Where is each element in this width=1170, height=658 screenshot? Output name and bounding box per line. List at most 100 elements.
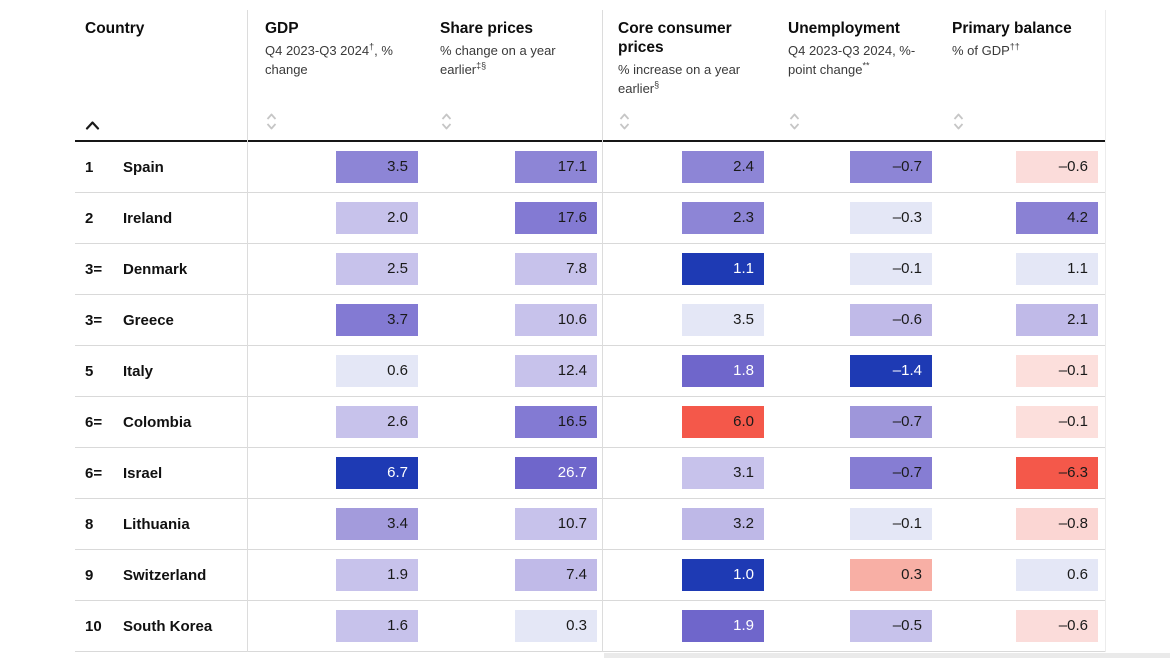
table-row: 8 Lithuania 3.4 10.7 3.2 –0.1 –0.8: [75, 499, 1105, 550]
rank-label: 8: [85, 515, 94, 533]
value-chip: 7.8: [515, 253, 597, 285]
table-row: 5 Italy 0.6 12.4 1.8 –1.4 –0.1: [75, 346, 1105, 397]
value-chip: –0.1: [1016, 355, 1098, 387]
cell-unemployment: –0.6: [780, 304, 946, 336]
sort-button-gdp[interactable]: [265, 112, 278, 134]
cell-gdp: 3.4: [247, 508, 430, 540]
value-chip: 0.3: [850, 559, 932, 591]
cell-core-consumer-prices: 2.4: [602, 151, 780, 183]
cell-country: 2 Ireland: [75, 210, 247, 227]
cell-share-prices: 12.4: [430, 355, 602, 387]
economy-rankings-table: Country GDP Q4 2023-Q3 2024†, % change S…: [75, 10, 1106, 652]
value-chip: 4.2: [1016, 202, 1098, 234]
value-chip: 1.1: [682, 253, 764, 285]
table-row: 3= Greece 3.7 10.6 3.5 –0.6 2.1: [75, 295, 1105, 346]
country-name: South Korea: [123, 617, 213, 635]
column-title: Unemployment: [788, 20, 900, 37]
cell-core-consumer-prices: 1.1: [602, 253, 780, 285]
value-chip: 2.5: [336, 253, 418, 285]
column-header-core-consumer-prices: Core consumer prices % increase on a yea…: [602, 10, 780, 140]
cell-unemployment: –0.7: [780, 457, 946, 489]
column-title: GDP: [265, 20, 299, 37]
country-name: Italy: [123, 362, 154, 380]
sort-button-country[interactable]: [85, 119, 100, 134]
rank-label: 10: [85, 617, 102, 635]
cell-share-prices: 10.6: [430, 304, 602, 336]
cell-share-prices: 17.6: [430, 202, 602, 234]
value-chip: –0.6: [1016, 151, 1098, 183]
table-row: 10 South Korea 1.6 0.3 1.9 –0.5 –0.6: [75, 601, 1105, 652]
country-name: Switzerland: [123, 566, 207, 584]
value-chip: –0.1: [850, 508, 932, 540]
table-row: 3= Denmark 2.5 7.8 1.1 –0.1 1.1: [75, 244, 1105, 295]
cell-primary-balance: –0.1: [946, 406, 1105, 438]
cell-share-prices: 26.7: [430, 457, 602, 489]
column-divider: [602, 10, 603, 652]
cell-country: 5 Italy: [75, 363, 247, 380]
rank-label: 5: [85, 362, 94, 380]
value-chip: 1.6: [336, 610, 418, 642]
sort-button-share-prices[interactable]: [440, 112, 453, 134]
column-title: Core consumer prices: [618, 20, 732, 56]
value-chip: 16.5: [515, 406, 597, 438]
cell-core-consumer-prices: 1.8: [602, 355, 780, 387]
country-name: Greece: [123, 311, 174, 329]
table-header: Country GDP Q4 2023-Q3 2024†, % change S…: [75, 10, 1105, 140]
sort-chevrons-icon: [440, 113, 453, 134]
value-chip: 2.0: [336, 202, 418, 234]
value-chip: 3.1: [682, 457, 764, 489]
sort-button-primary-balance[interactable]: [952, 112, 965, 134]
cell-primary-balance: 2.1: [946, 304, 1105, 336]
sort-chevrons-icon: [952, 113, 965, 134]
table-row: 1 Spain 3.5 17.1 2.4 –0.7 –0.6: [75, 142, 1105, 193]
value-chip: 2.1: [1016, 304, 1098, 336]
table-row: 6= Colombia 2.6 16.5 6.0 –0.7 –0.1: [75, 397, 1105, 448]
sort-chevrons-icon: [788, 113, 801, 134]
value-chip: –0.3: [850, 202, 932, 234]
value-chip: –6.3: [1016, 457, 1098, 489]
sort-button-unemployment[interactable]: [788, 112, 801, 134]
cell-primary-balance: 4.2: [946, 202, 1105, 234]
cell-country: 8 Lithuania: [75, 516, 247, 533]
column-subtitle: % increase on a year earlier§: [618, 61, 741, 96]
country-name: Denmark: [123, 260, 188, 278]
table-body: 1 Spain 3.5 17.1 2.4 –0.7 –0.6 2 Ireland…: [75, 140, 1105, 652]
value-chip: 2.4: [682, 151, 764, 183]
cell-core-consumer-prices: 6.0: [602, 406, 780, 438]
value-chip: 7.4: [515, 559, 597, 591]
column-title: Primary balance: [952, 20, 1072, 37]
value-chip: 10.6: [515, 304, 597, 336]
column-header-country: Country: [75, 10, 247, 140]
value-chip: –0.1: [1016, 406, 1098, 438]
cell-gdp: 1.9: [247, 559, 430, 591]
value-chip: 17.6: [515, 202, 597, 234]
horizontal-scrollbar-track[interactable]: [604, 653, 1170, 658]
table-row: 2 Ireland 2.0 17.6 2.3 –0.3 4.2: [75, 193, 1105, 244]
cell-unemployment: –1.4: [780, 355, 946, 387]
value-chip: 0.3: [515, 610, 597, 642]
rank-label: 1: [85, 158, 94, 176]
column-title: Country: [85, 20, 145, 37]
cell-primary-balance: –0.6: [946, 151, 1105, 183]
cell-share-prices: 17.1: [430, 151, 602, 183]
value-chip: 6.7: [336, 457, 418, 489]
value-chip: 0.6: [336, 355, 418, 387]
cell-country: 3= Greece: [75, 312, 247, 329]
country-name: Spain: [123, 158, 164, 176]
cell-gdp: 3.7: [247, 304, 430, 336]
cell-gdp: 2.0: [247, 202, 430, 234]
table-right-edge: [1105, 10, 1106, 652]
cell-primary-balance: –6.3: [946, 457, 1105, 489]
cell-gdp: 2.5: [247, 253, 430, 285]
sort-button-core-consumer-prices[interactable]: [618, 112, 631, 134]
value-chip: 2.6: [336, 406, 418, 438]
value-chip: –0.7: [850, 151, 932, 183]
cell-unemployment: –0.1: [780, 253, 946, 285]
chevron-up-icon: [85, 119, 100, 134]
country-name: Colombia: [123, 413, 192, 431]
cell-gdp: 0.6: [247, 355, 430, 387]
column-header-unemployment: Unemployment Q4 2023-Q3 2024, %-point ch…: [780, 10, 946, 140]
value-chip: –0.7: [850, 457, 932, 489]
cell-primary-balance: 1.1: [946, 253, 1105, 285]
cell-unemployment: –0.7: [780, 406, 946, 438]
